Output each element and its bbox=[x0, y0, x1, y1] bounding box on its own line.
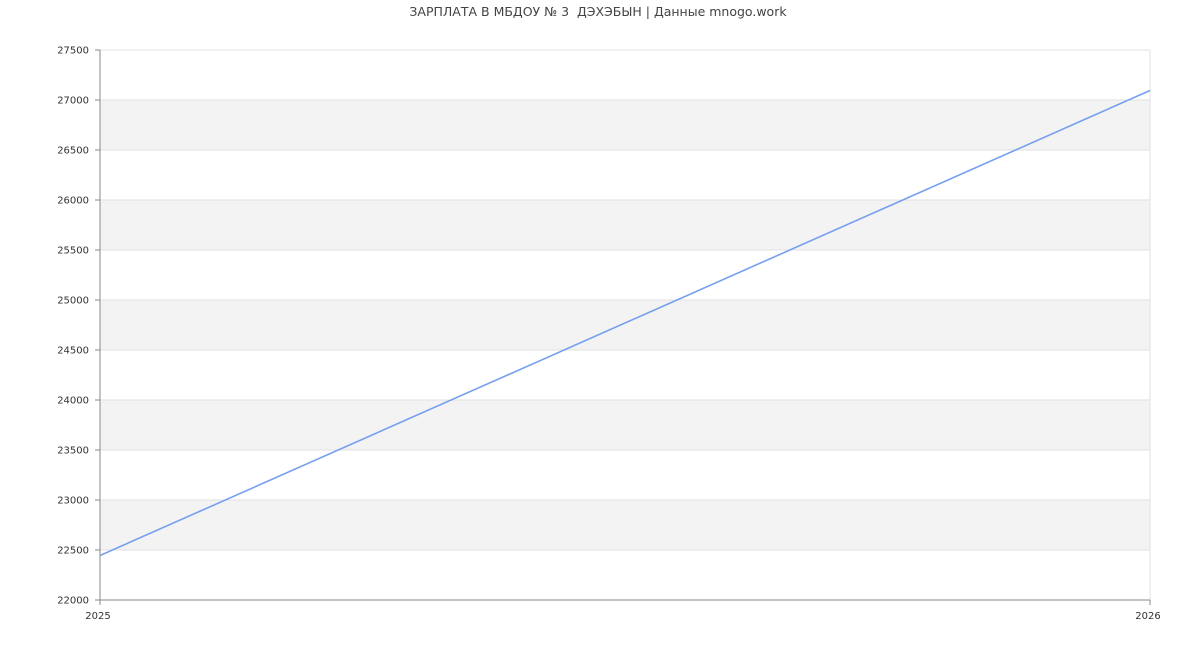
grid-band bbox=[100, 500, 1150, 550]
y-tick-label: 22500 bbox=[57, 546, 89, 557]
chart-title: ЗАРПЛАТА В МБДОУ № 3 ДЭХЭБЫН | Данные mn… bbox=[409, 4, 787, 19]
y-tick-label: 23500 bbox=[57, 446, 89, 457]
x-tick-label: 2025 bbox=[85, 611, 110, 622]
y-tick-label: 23000 bbox=[57, 496, 89, 507]
series-line bbox=[99, 89, 1151, 557]
grid-band bbox=[100, 200, 1150, 250]
y-tick-label: 24000 bbox=[57, 396, 89, 407]
y-tick-label: 22000 bbox=[57, 596, 89, 607]
y-tick-label: 24500 bbox=[57, 346, 89, 357]
x-tick-label: 2026 bbox=[1135, 611, 1160, 622]
grid-band bbox=[100, 400, 1150, 450]
y-tick-label: 27500 bbox=[57, 46, 89, 57]
y-tick-label: 25500 bbox=[57, 246, 89, 257]
grid-band bbox=[100, 100, 1150, 150]
y-tick-label: 27000 bbox=[57, 96, 89, 107]
y-tick-label: 26500 bbox=[57, 146, 89, 157]
grid-band bbox=[100, 300, 1150, 350]
y-tick-label: 25000 bbox=[57, 296, 89, 307]
y-tick-label: 26000 bbox=[57, 196, 89, 207]
